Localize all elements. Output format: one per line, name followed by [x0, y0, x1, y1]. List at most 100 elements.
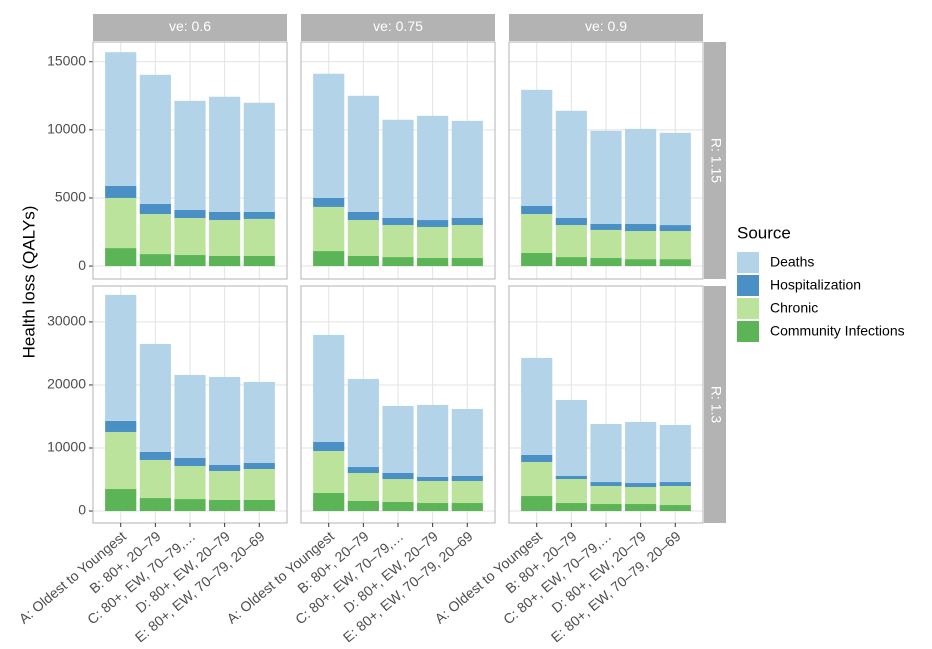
bar-segment: [243, 211, 275, 219]
bar-segment: [209, 211, 241, 221]
bar-segment: [590, 504, 622, 512]
bar-segment: [347, 378, 379, 468]
bar-segment: [659, 259, 691, 267]
legend-swatch: [737, 298, 759, 319]
bar-segment: [105, 489, 137, 512]
bar-segment: [659, 505, 691, 512]
bar-segment: [174, 217, 206, 256]
bar-segment: [347, 220, 379, 256]
bar-segment: [625, 231, 657, 260]
bar-segment: [555, 257, 587, 267]
bar-segment: [417, 503, 449, 512]
legend-swatch: [737, 252, 759, 273]
bar-segment: [417, 258, 449, 267]
bar-segment: [625, 421, 657, 484]
bar-segment: [521, 357, 553, 455]
y-tick-label: 20000: [47, 376, 86, 392]
bar-segment: [417, 481, 449, 504]
bar-segment: [417, 404, 449, 477]
bar-segment: [451, 475, 483, 482]
bar-segment: [209, 255, 241, 267]
bar-segment: [521, 496, 553, 512]
y-tick-label: 30000: [47, 313, 86, 329]
bar-segment: [555, 110, 587, 218]
bar-segment: [555, 399, 587, 476]
legend-title: Source: [737, 223, 791, 242]
bar-segment: [521, 252, 553, 267]
bar-segment: [382, 405, 414, 474]
legend-label: Community Infections: [770, 323, 905, 339]
bar-segment: [347, 501, 379, 512]
bar-segment: [590, 258, 622, 267]
bar-segment: [209, 465, 241, 471]
strip: [509, 14, 703, 41]
bar-segment: [139, 451, 171, 460]
bar-segment: [243, 102, 275, 212]
bar-segment: [382, 479, 414, 503]
bar-segment: [209, 96, 241, 212]
column-strip-label: ve: 0.9: [585, 18, 627, 34]
bar-segment: [451, 258, 483, 267]
legend-label: Deaths: [770, 254, 814, 270]
bar-segment: [105, 248, 137, 267]
bar-segment: [555, 217, 587, 226]
bar-segment: [313, 206, 345, 252]
bar-segment: [313, 451, 345, 493]
bar-segment: [521, 214, 553, 253]
bar-segment: [451, 503, 483, 512]
bar-segment: [382, 217, 414, 226]
column-strip-label: ve: 0.75: [373, 18, 423, 34]
bar-segment: [521, 454, 553, 462]
panel-border: [92, 41, 288, 280]
bar-segment: [625, 128, 657, 224]
bar-segment: [659, 482, 691, 487]
bar-segment: [382, 473, 414, 480]
bar-segment: [417, 226, 449, 259]
column-strip-label: ve: 0.6: [169, 18, 211, 34]
bar-segment: [243, 499, 275, 512]
bar-segment: [347, 255, 379, 267]
bar-segment: [521, 89, 553, 206]
bar-segment: [659, 424, 691, 483]
bar-segment: [105, 294, 137, 421]
y-tick-label: 15000: [47, 52, 86, 68]
bar-segment: [521, 461, 553, 497]
strip: [301, 14, 495, 41]
strip: [704, 286, 726, 523]
bar-segment: [659, 231, 691, 260]
bar-segment: [139, 498, 171, 512]
bar-segment: [174, 255, 206, 267]
bar-segment: [659, 486, 691, 506]
y-tick-label: 5000: [55, 189, 86, 205]
bar-segment: [451, 120, 483, 218]
bar-segment: [313, 251, 345, 267]
legend-swatch: [737, 275, 759, 296]
bar-segment: [139, 214, 171, 255]
bar-segment: [174, 209, 206, 218]
row-strip-label: R: 1.15: [708, 138, 724, 183]
bar-segment: [451, 217, 483, 226]
bar-segment: [139, 254, 171, 267]
bar-segment: [105, 185, 137, 198]
legend-label: Hospitalization: [770, 277, 861, 293]
bar-segment: [625, 259, 657, 267]
bar-segment: [139, 74, 171, 204]
bar-segment: [243, 381, 275, 463]
bar-segment: [590, 482, 622, 487]
bar-segment: [555, 479, 587, 504]
bar-segment: [625, 487, 657, 505]
strip: [704, 42, 726, 279]
bar-segment: [105, 431, 137, 490]
bar-segment: [174, 458, 206, 467]
bar-segment: [451, 481, 483, 504]
bar-segment: [347, 211, 379, 221]
bar-segment: [313, 492, 345, 512]
bar-segment: [625, 483, 657, 488]
panel-border: [300, 41, 496, 280]
y-tick-label: 0: [78, 502, 86, 518]
bar-segment: [417, 115, 449, 221]
bar-segment: [105, 197, 137, 249]
bar-segment: [347, 95, 379, 212]
bar-segment: [590, 223, 622, 230]
